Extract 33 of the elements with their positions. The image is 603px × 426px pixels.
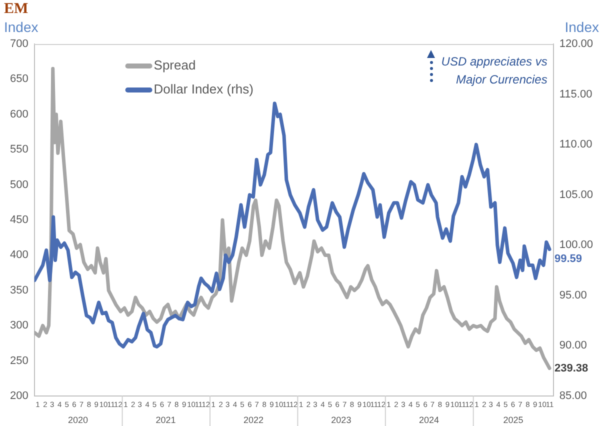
- text: 2025: [503, 414, 524, 425]
- text: 2021: [156, 414, 176, 425]
- y-tick-label: 650: [10, 73, 28, 86]
- y-tick-label: 700: [10, 38, 28, 50]
- y2-tick-label: 120.00: [559, 38, 594, 50]
- y2-tick-label: 105.00: [559, 188, 594, 201]
- y-tick-label: 300: [10, 320, 28, 332]
- y2-tick-label: 85.00: [559, 390, 587, 402]
- legend-label: Spread: [154, 58, 196, 73]
- y2-tick-label: 90.00: [559, 340, 587, 352]
- text: 2022: [243, 414, 264, 425]
- data-label: 239.38: [554, 362, 588, 374]
- text: 2020: [68, 414, 88, 425]
- y2-tick-label: 95.00: [559, 289, 587, 302]
- y-tick-label: 250: [10, 354, 28, 367]
- y-tick-label: 400: [10, 249, 28, 262]
- data-label: 99.59: [554, 253, 582, 266]
- y-tick-label: 350: [10, 284, 28, 296]
- y-axis-title: Index: [4, 18, 38, 35]
- y-tick-label: 500: [10, 178, 28, 191]
- text: 2024: [418, 414, 440, 425]
- y2-tick-label: 110.00: [559, 138, 592, 151]
- y2-axis-title: Index: [564, 18, 599, 35]
- text: 2023: [331, 414, 352, 425]
- annotation: USD appreciates vs Major Currencies: [441, 54, 548, 86]
- y-tick-label: 550: [10, 144, 28, 156]
- y-tick-label: 450: [10, 214, 28, 226]
- y2-tick-label: 115.00: [559, 88, 592, 100]
- y-tick-label: 200: [10, 390, 28, 402]
- chart-title: EM: [4, 0, 28, 17]
- y-tick-label: 600: [10, 108, 28, 120]
- legend-label: Dollar Index (rhs): [154, 82, 254, 97]
- y2-tick-label: 100.00: [559, 239, 594, 252]
